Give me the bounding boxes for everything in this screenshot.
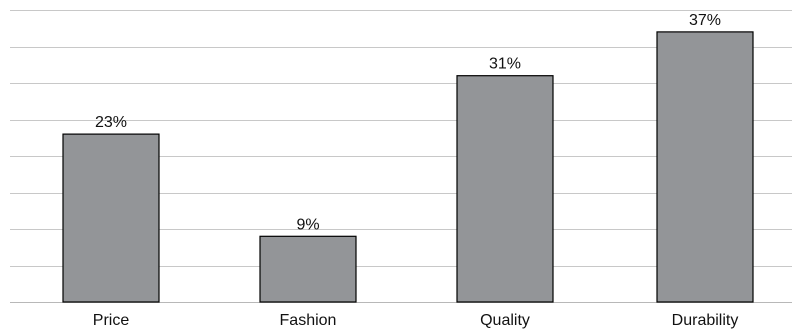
x-tick-labels: Price Fashion Quality Durability: [93, 312, 739, 329]
bar-fashion: [259, 235, 357, 303]
x-tick-label-quality: Quality: [480, 312, 530, 329]
bar-durability: [656, 31, 754, 303]
data-label-price: 23%: [95, 114, 127, 131]
data-label-quality: 31%: [489, 56, 521, 73]
data-labels: 23% 9% 31% 37%: [95, 12, 721, 233]
x-tick-label-fashion: Fashion: [280, 312, 337, 329]
data-label-fashion: 9%: [296, 216, 319, 233]
bar-quality: [456, 75, 554, 303]
data-label-durability: 37%: [689, 12, 721, 29]
x-tick-label-durability: Durability: [672, 312, 739, 329]
bar-price: [62, 133, 160, 303]
x-tick-label-price: Price: [93, 312, 130, 329]
bars: [62, 31, 754, 303]
